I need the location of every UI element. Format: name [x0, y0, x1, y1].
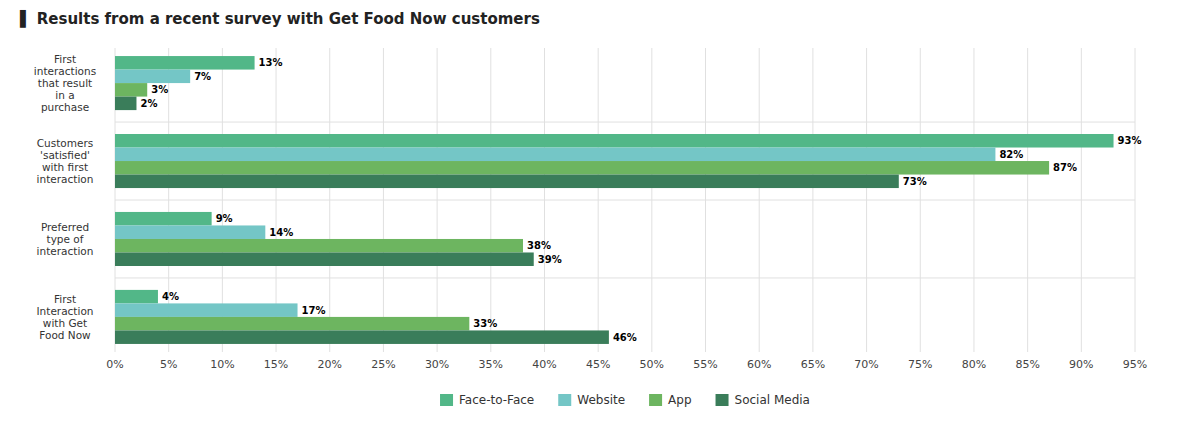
data-label: 73%	[903, 176, 927, 187]
bars	[115, 56, 1114, 344]
legend-swatch	[558, 394, 571, 406]
category-label-line: with first	[42, 161, 88, 173]
title: ▌ Results from a recent survey with Get …	[19, 9, 540, 28]
data-labels: 13% 93% 9% 4% 7% 82% 14% 17% 3% 87% 38% 33% 2% 73% 39%…	[140, 57, 1141, 342]
category-label-line: Food Now	[39, 329, 91, 341]
legend-label: Social Media	[735, 393, 810, 407]
category-label-line: purchase	[41, 101, 89, 113]
data-label: 87%	[1053, 162, 1077, 173]
bar	[115, 175, 899, 189]
bar	[115, 290, 158, 304]
data-label: 9%	[216, 213, 233, 224]
x-tick-label: 20%	[318, 358, 342, 371]
data-label: 7%	[194, 71, 211, 82]
bar	[115, 252, 534, 266]
x-tick-label: 70%	[854, 358, 878, 371]
category-label-line: that result	[38, 77, 92, 89]
data-label: 82%	[999, 149, 1023, 160]
x-tick-label: 45%	[586, 358, 610, 371]
bar	[115, 239, 523, 253]
legend-label: Face-to-Face	[459, 393, 534, 407]
bar	[115, 70, 190, 84]
legend-item: Website	[558, 393, 625, 407]
data-label: 93%	[1118, 135, 1142, 146]
legend-swatch	[649, 394, 662, 406]
x-tick-label: 10%	[210, 358, 234, 371]
category-label-line: Preferred	[41, 221, 89, 233]
category-label: Customers'satisfied'with firstinteractio…	[37, 137, 94, 185]
data-label: 3%	[151, 84, 168, 95]
group-separator	[115, 277, 1135, 278]
x-tick-label: 30%	[425, 358, 449, 371]
bar	[115, 134, 1114, 148]
x-tick-label: 90%	[1069, 358, 1093, 371]
legend-item: Social Media	[716, 393, 810, 407]
group-separator	[115, 200, 1135, 201]
bar	[115, 161, 1049, 175]
category-label-line: Customers	[37, 137, 93, 149]
data-label: 33%	[473, 318, 497, 329]
x-tick-label: 95%	[1123, 358, 1147, 371]
y-tick-labels: Firstinteractionsthat resultin apurchase…	[34, 53, 96, 341]
bar	[115, 225, 265, 239]
group-separator	[115, 122, 1135, 123]
chart: ▌ Results from a recent survey with Get …	[0, 0, 1200, 426]
category-label: Preferredtype ofinteraction	[37, 221, 94, 257]
bar	[115, 212, 212, 226]
category-label-line: Interaction	[37, 305, 94, 317]
category-label-line: in a	[55, 89, 74, 101]
category-label-line: interactions	[34, 65, 96, 77]
x-tick-label: 85%	[1015, 358, 1039, 371]
category-label-line: 'satisfied'	[40, 149, 90, 161]
x-tick-label: 35%	[479, 358, 503, 371]
data-label: 4%	[162, 291, 179, 302]
x-tick-label: 65%	[801, 358, 825, 371]
x-tick-label: 0%	[106, 358, 123, 371]
x-tick-label: 40%	[532, 358, 556, 371]
x-tick-label: 80%	[962, 358, 986, 371]
bar	[115, 148, 995, 162]
category-label-line: with Get	[43, 317, 87, 329]
x-tick-label: 55%	[693, 358, 717, 371]
legend-label: App	[668, 393, 691, 407]
data-label: 38%	[527, 240, 551, 251]
data-label: 39%	[538, 254, 562, 265]
x-tick-label: 15%	[264, 358, 288, 371]
legend-item: Face-to-Face	[440, 393, 534, 407]
data-label: 13%	[259, 57, 283, 68]
bar	[115, 317, 469, 331]
legend-item: App	[649, 393, 691, 407]
legend: Face-to-Face Website App Social Media	[440, 393, 810, 407]
category-label-line: type of	[47, 233, 84, 245]
legend-swatch	[440, 394, 453, 406]
bar	[115, 330, 609, 344]
bar	[115, 83, 147, 97]
bar	[115, 97, 136, 111]
bar	[115, 56, 255, 70]
x-tick-label: 75%	[908, 358, 932, 371]
data-label: 17%	[302, 305, 326, 316]
category-label-line: First	[54, 53, 76, 65]
x-tick-label: 5%	[160, 358, 177, 371]
legend-label: Website	[577, 393, 625, 407]
category-label-line: First	[54, 293, 76, 305]
data-label: 46%	[613, 332, 637, 343]
x-tick-label: 25%	[371, 358, 395, 371]
legend-swatch	[716, 394, 729, 406]
data-label: 2%	[140, 98, 157, 109]
category-label-line: interaction	[37, 173, 94, 185]
data-label: 14%	[269, 227, 293, 238]
category-label: Firstinteractionsthat resultin apurchase	[34, 53, 96, 113]
x-tick-label: 60%	[747, 358, 771, 371]
x-tick-label: 50%	[640, 358, 664, 371]
bar	[115, 303, 298, 317]
grid	[115, 48, 1135, 352]
category-label-line: interaction	[37, 245, 94, 257]
category-label: FirstInteractionwith GetFood Now	[37, 293, 94, 341]
